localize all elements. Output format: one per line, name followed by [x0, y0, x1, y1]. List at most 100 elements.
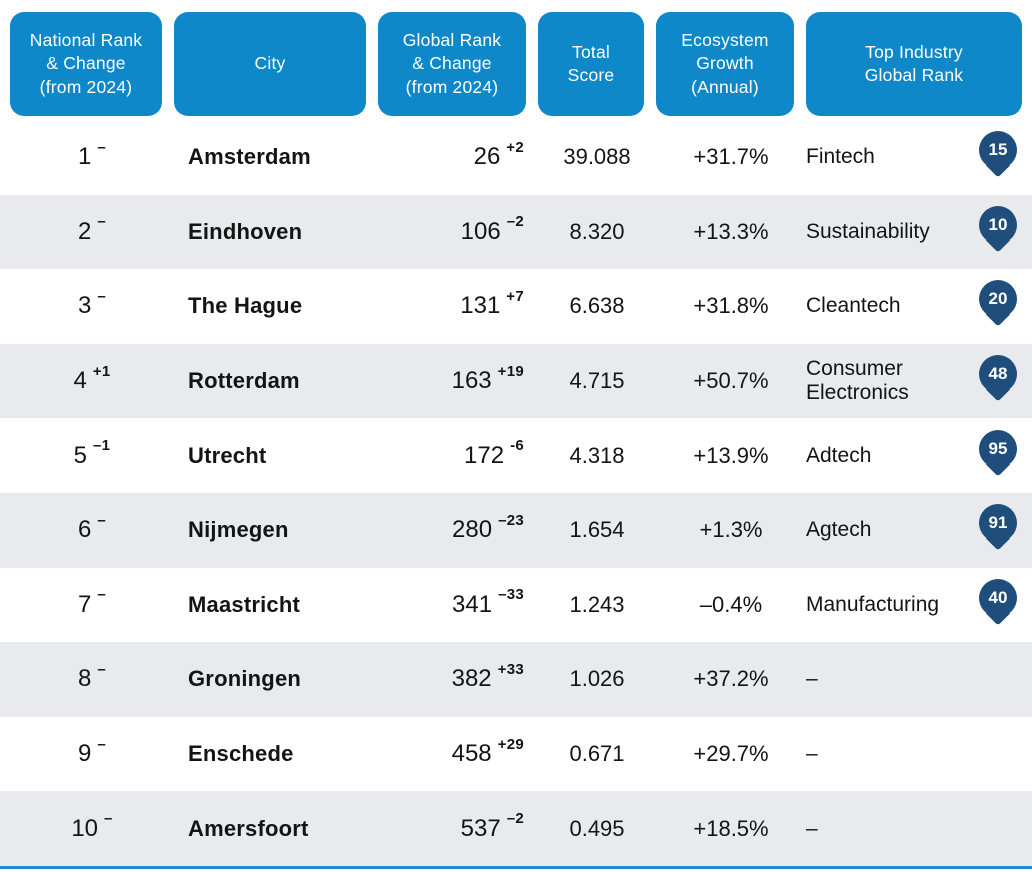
ecosystem-growth-cell: +18.5% [656, 816, 806, 842]
location-pin-head: 20 [979, 280, 1017, 319]
city-name: Enschede [188, 741, 294, 767]
national-rank-value: 7 [77, 590, 92, 618]
ecosystem-growth-value: –0.4% [699, 591, 763, 617]
global-rank-value: 280 [452, 516, 493, 544]
global-rank-value: 163 [451, 367, 492, 395]
city-cell: The Hague [174, 293, 378, 319]
industry-name: Consumer Electronics [806, 356, 909, 405]
industry-name: Adtech [806, 443, 872, 467]
column-header-global-rank: Global Rank & Change (from 2024) [378, 12, 538, 116]
total-score-cell: 1.654 [538, 517, 656, 543]
total-score-cell: 39.088 [538, 144, 656, 170]
top-industry-cell: Consumer Electronics 48 [806, 355, 1022, 407]
column-header-city-label: City [174, 12, 366, 116]
global-rank-cell: 131 +7 [378, 288, 538, 320]
national-rank-cell: 3 – [10, 288, 174, 320]
ecosystem-growth-cell: +1.3% [656, 517, 806, 543]
table-row: 2 – Eindhoven 106 –2 8.320 +13.3% Sustai… [0, 194, 1032, 270]
global-rank-cell: 382 +33 [378, 661, 538, 693]
city-cell: Amsterdam [174, 144, 378, 170]
national-rank-change: – [97, 735, 106, 753]
ecosystem-growth-value: +29.7% [693, 741, 769, 767]
location-pin-icon: 48 [978, 355, 1018, 407]
industry-name: Fintech [806, 145, 875, 169]
ecosystem-growth-value: +50.7% [693, 368, 769, 394]
national-rank-cell: 7 – [10, 586, 174, 619]
industry-name: – [806, 741, 818, 765]
top-industry-cell: Sustainability 10 [806, 205, 1022, 258]
national-rank-change: – [97, 660, 106, 678]
city-cell: Rotterdam [174, 368, 378, 394]
city-cell: Eindhoven [174, 219, 378, 245]
city-name: Rotterdam [188, 368, 300, 394]
national-rank-value: 1 [77, 143, 92, 171]
industry-name: – [806, 816, 818, 840]
global-rank-change: –23 [498, 511, 524, 529]
total-score-value: 0.671 [569, 741, 625, 767]
ecosystem-growth-value: +1.3% [699, 517, 763, 543]
city-name: Amsterdam [188, 144, 311, 170]
global-rank-change: -6 [510, 437, 524, 455]
total-score-cell: 4.318 [538, 443, 656, 469]
national-rank-change: – [97, 213, 106, 231]
global-rank-value: 458 [451, 740, 492, 768]
industry-name: Cleantech [806, 294, 901, 318]
industry-name: Manufacturing [806, 592, 940, 616]
global-rank-value: 341 [452, 590, 493, 618]
national-rank-value: 6 [77, 516, 92, 544]
table-row: 4 +1 Rotterdam 163 +19 4.715 +50.7% Cons… [0, 343, 1032, 419]
ecosystem-growth-cell: +50.7% [656, 368, 806, 394]
total-score-value: 6.638 [569, 293, 625, 319]
top-industry-cell: Manufacturing 40 [806, 578, 1022, 631]
industry-global-rank-value: 95 [988, 438, 1008, 458]
location-pin-icon: 10 [978, 205, 1018, 258]
global-rank-cell: 458 +29 [378, 736, 538, 768]
location-pin-head: 95 [979, 429, 1017, 468]
industry-name: Agtech [806, 518, 872, 542]
industry-global-rank-value: 20 [988, 289, 1008, 309]
national-rank-value: 10 [71, 814, 99, 842]
global-rank-value: 382 [451, 665, 492, 693]
global-rank-value: 26 [473, 143, 501, 171]
national-rank-value: 3 [77, 292, 92, 320]
table-row: 9 – Enschede 458 +29 0.671 +29.7% – [0, 717, 1032, 792]
national-rank-cell: 4 +1 [10, 363, 174, 395]
global-rank-change: –2 [506, 810, 524, 828]
global-rank-change: +7 [506, 287, 524, 305]
ecosystem-growth-cell: –0.4% [656, 592, 806, 618]
column-header-national-rank: National Rank & Change (from 2024) [10, 12, 174, 116]
global-rank-cell: 163 +19 [378, 363, 538, 395]
location-pin-head: 48 [979, 355, 1017, 394]
city-name: Maastricht [188, 591, 301, 617]
top-industry-cell: Adtech 95 [806, 429, 1022, 482]
city-name: Nijmegen [188, 517, 289, 543]
global-rank-change: –33 [498, 586, 524, 604]
global-rank-cell: 26 +2 [378, 139, 538, 171]
column-header-national-rank-label: National Rank & Change (from 2024) [10, 12, 162, 116]
national-rank-change: +1 [92, 362, 111, 380]
national-rank-cell: 2 – [10, 213, 174, 246]
total-score-cell: 8.320 [538, 219, 656, 245]
global-rank-change: +29 [497, 735, 524, 753]
industry-global-rank-value: 15 [988, 140, 1008, 160]
location-pin-head: 15 [979, 131, 1017, 170]
city-cell: Amersfoort [174, 816, 378, 842]
location-pin-head: 10 [979, 205, 1017, 244]
national-rank-cell: 5 –1 [10, 437, 174, 470]
location-pin-head: 91 [979, 504, 1017, 543]
global-rank-cell: 172 -6 [378, 437, 538, 470]
city-name: Amersfoort [188, 815, 309, 841]
city-name: Utrecht [188, 442, 267, 468]
total-score-value: 4.318 [569, 442, 625, 468]
national-rank-change: – [97, 138, 106, 156]
total-score-cell: 1.026 [538, 666, 656, 692]
global-rank-change: +2 [506, 138, 524, 156]
ecosystem-growth-cell: +29.7% [656, 741, 806, 767]
table-header-row: National Rank & Change (from 2024) City … [0, 12, 1032, 116]
ecosystem-growth-cell: +13.3% [656, 219, 806, 245]
industry-global-rank-value: 48 [988, 364, 1008, 384]
industry-name: – [806, 667, 818, 691]
national-rank-value: 4 [73, 367, 87, 395]
total-score-cell: 0.671 [538, 741, 656, 767]
